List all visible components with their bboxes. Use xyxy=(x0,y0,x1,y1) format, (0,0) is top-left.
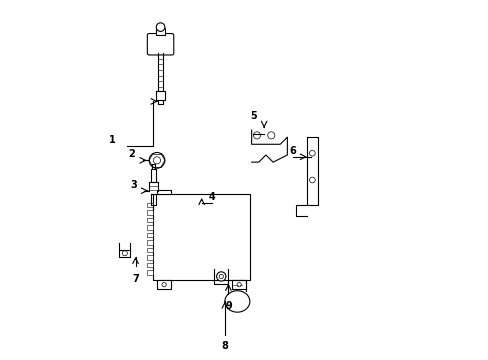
Bar xyxy=(147,255,153,260)
Circle shape xyxy=(216,272,225,281)
Bar xyxy=(147,263,153,267)
Circle shape xyxy=(309,177,315,183)
Circle shape xyxy=(156,23,164,31)
Bar xyxy=(147,218,153,222)
Bar xyxy=(147,270,153,275)
Text: 2: 2 xyxy=(128,149,135,159)
Text: 1: 1 xyxy=(109,135,116,145)
Bar xyxy=(156,28,164,35)
Text: 6: 6 xyxy=(289,146,296,156)
Bar xyxy=(147,240,153,245)
Circle shape xyxy=(153,157,160,164)
Text: 4: 4 xyxy=(208,192,215,202)
Bar xyxy=(153,194,249,280)
Bar xyxy=(157,190,171,194)
Bar xyxy=(231,280,246,289)
Circle shape xyxy=(122,251,127,256)
Bar xyxy=(147,233,153,237)
Bar xyxy=(147,248,153,252)
Bar xyxy=(147,225,153,230)
Text: 5: 5 xyxy=(249,111,256,121)
Bar xyxy=(151,169,156,182)
Bar xyxy=(147,210,153,215)
Circle shape xyxy=(219,274,223,279)
Circle shape xyxy=(267,132,274,139)
Circle shape xyxy=(253,132,260,139)
Bar xyxy=(157,280,171,289)
Circle shape xyxy=(162,283,166,287)
Bar xyxy=(147,203,153,207)
Text: 8: 8 xyxy=(221,342,228,351)
FancyBboxPatch shape xyxy=(147,33,173,55)
Circle shape xyxy=(237,283,241,287)
Circle shape xyxy=(149,153,164,168)
Text: 9: 9 xyxy=(224,301,231,311)
Ellipse shape xyxy=(224,291,249,312)
Text: 7: 7 xyxy=(132,274,139,284)
Circle shape xyxy=(309,150,315,156)
Text: 3: 3 xyxy=(130,180,137,190)
